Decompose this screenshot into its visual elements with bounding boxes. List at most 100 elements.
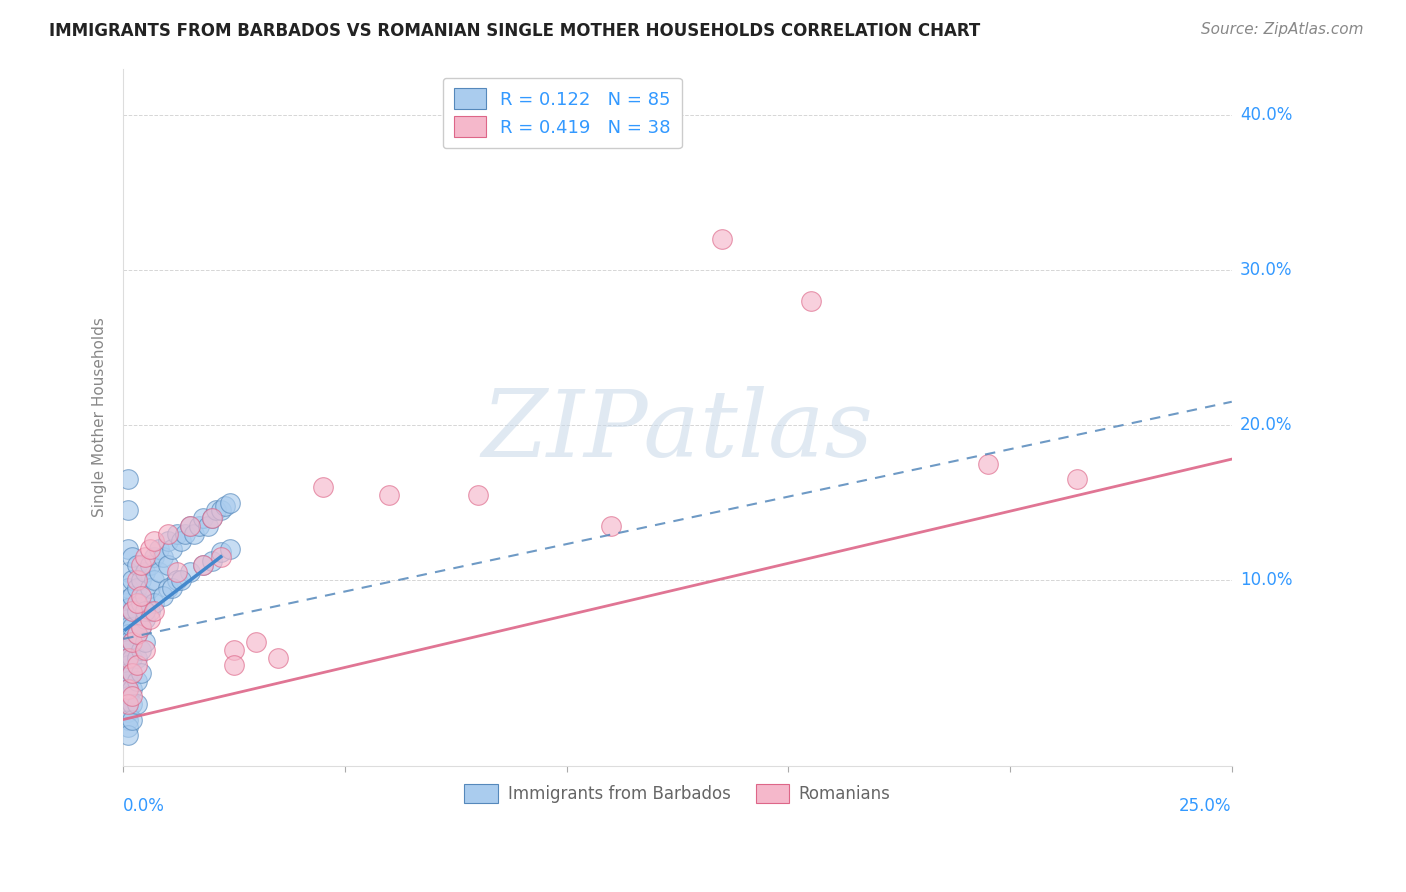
Point bbox=[117, 619, 139, 633]
Point bbox=[125, 658, 148, 673]
Text: Source: ZipAtlas.com: Source: ZipAtlas.com bbox=[1201, 22, 1364, 37]
Point bbox=[166, 566, 188, 580]
Point bbox=[114, 596, 136, 610]
Point bbox=[170, 534, 193, 549]
Point bbox=[197, 518, 219, 533]
Point bbox=[209, 545, 232, 559]
Point bbox=[117, 681, 139, 696]
Point bbox=[166, 573, 188, 587]
Point bbox=[179, 566, 201, 580]
Point bbox=[166, 526, 188, 541]
Point bbox=[143, 534, 166, 549]
Point bbox=[121, 549, 143, 564]
Point bbox=[125, 604, 148, 618]
Text: IMMIGRANTS FROM BARBADOS VS ROMANIAN SINGLE MOTHER HOUSEHOLDS CORRELATION CHART: IMMIGRANTS FROM BARBADOS VS ROMANIAN SIN… bbox=[49, 22, 980, 40]
Point bbox=[125, 627, 148, 641]
Point bbox=[117, 601, 139, 615]
Point bbox=[121, 604, 143, 618]
Legend: Immigrants from Barbados, Romanians: Immigrants from Barbados, Romanians bbox=[457, 778, 897, 810]
Point bbox=[148, 541, 170, 556]
Point bbox=[156, 534, 179, 549]
Point bbox=[117, 697, 139, 711]
Point bbox=[125, 573, 148, 587]
Point bbox=[191, 558, 214, 572]
Point bbox=[134, 589, 156, 603]
Point bbox=[129, 589, 152, 603]
Point bbox=[152, 549, 174, 564]
Point bbox=[156, 526, 179, 541]
Point bbox=[134, 549, 156, 564]
Point bbox=[117, 673, 139, 688]
Point bbox=[191, 558, 214, 572]
Text: 10.0%: 10.0% bbox=[1240, 571, 1292, 589]
Point bbox=[121, 635, 143, 649]
Point bbox=[117, 650, 139, 665]
Point bbox=[121, 697, 143, 711]
Point bbox=[467, 488, 489, 502]
Point bbox=[148, 566, 170, 580]
Point bbox=[139, 541, 162, 556]
Point bbox=[245, 635, 267, 649]
Point bbox=[117, 581, 139, 595]
Point bbox=[143, 604, 166, 618]
Text: ZIPatlas: ZIPatlas bbox=[482, 386, 873, 476]
Point bbox=[139, 581, 162, 595]
Point bbox=[170, 573, 193, 587]
Point bbox=[187, 518, 209, 533]
Point bbox=[134, 642, 156, 657]
Point bbox=[117, 612, 139, 626]
Text: 25.0%: 25.0% bbox=[1180, 797, 1232, 814]
Point bbox=[156, 581, 179, 595]
Point bbox=[134, 566, 156, 580]
Point bbox=[117, 627, 139, 641]
Point bbox=[977, 457, 1000, 471]
Point bbox=[117, 591, 139, 606]
Point bbox=[134, 635, 156, 649]
Point bbox=[267, 650, 290, 665]
Point bbox=[139, 612, 162, 626]
Point bbox=[121, 681, 143, 696]
Point bbox=[201, 511, 224, 525]
Point bbox=[125, 673, 148, 688]
Text: 20.0%: 20.0% bbox=[1240, 416, 1292, 434]
Point bbox=[218, 541, 240, 556]
Point bbox=[710, 232, 733, 246]
Point bbox=[121, 619, 143, 633]
Point bbox=[129, 619, 152, 633]
Point bbox=[191, 511, 214, 525]
Point bbox=[224, 642, 246, 657]
Point bbox=[121, 713, 143, 727]
Point bbox=[117, 720, 139, 734]
Point bbox=[129, 558, 152, 572]
Point bbox=[117, 728, 139, 742]
Point bbox=[201, 511, 224, 525]
Point bbox=[143, 549, 166, 564]
Point bbox=[174, 526, 197, 541]
Point bbox=[117, 503, 139, 517]
Point bbox=[139, 604, 162, 618]
Point bbox=[183, 526, 205, 541]
Point bbox=[312, 480, 335, 494]
Point bbox=[129, 665, 152, 680]
Point bbox=[121, 604, 143, 618]
Point bbox=[117, 541, 139, 556]
Point bbox=[121, 665, 143, 680]
Text: 0.0%: 0.0% bbox=[124, 797, 165, 814]
Point bbox=[121, 573, 143, 587]
Point bbox=[117, 642, 139, 657]
Point bbox=[214, 499, 236, 513]
Point bbox=[121, 650, 143, 665]
Text: 40.0%: 40.0% bbox=[1240, 106, 1292, 124]
Point bbox=[156, 558, 179, 572]
Point bbox=[125, 558, 148, 572]
Point bbox=[201, 554, 224, 568]
Point bbox=[129, 596, 152, 610]
Point bbox=[117, 658, 139, 673]
Point bbox=[179, 518, 201, 533]
Point bbox=[139, 558, 162, 572]
Point bbox=[129, 642, 152, 657]
Point bbox=[799, 293, 821, 308]
Point bbox=[117, 665, 139, 680]
Point bbox=[179, 518, 201, 533]
Point bbox=[117, 690, 139, 704]
